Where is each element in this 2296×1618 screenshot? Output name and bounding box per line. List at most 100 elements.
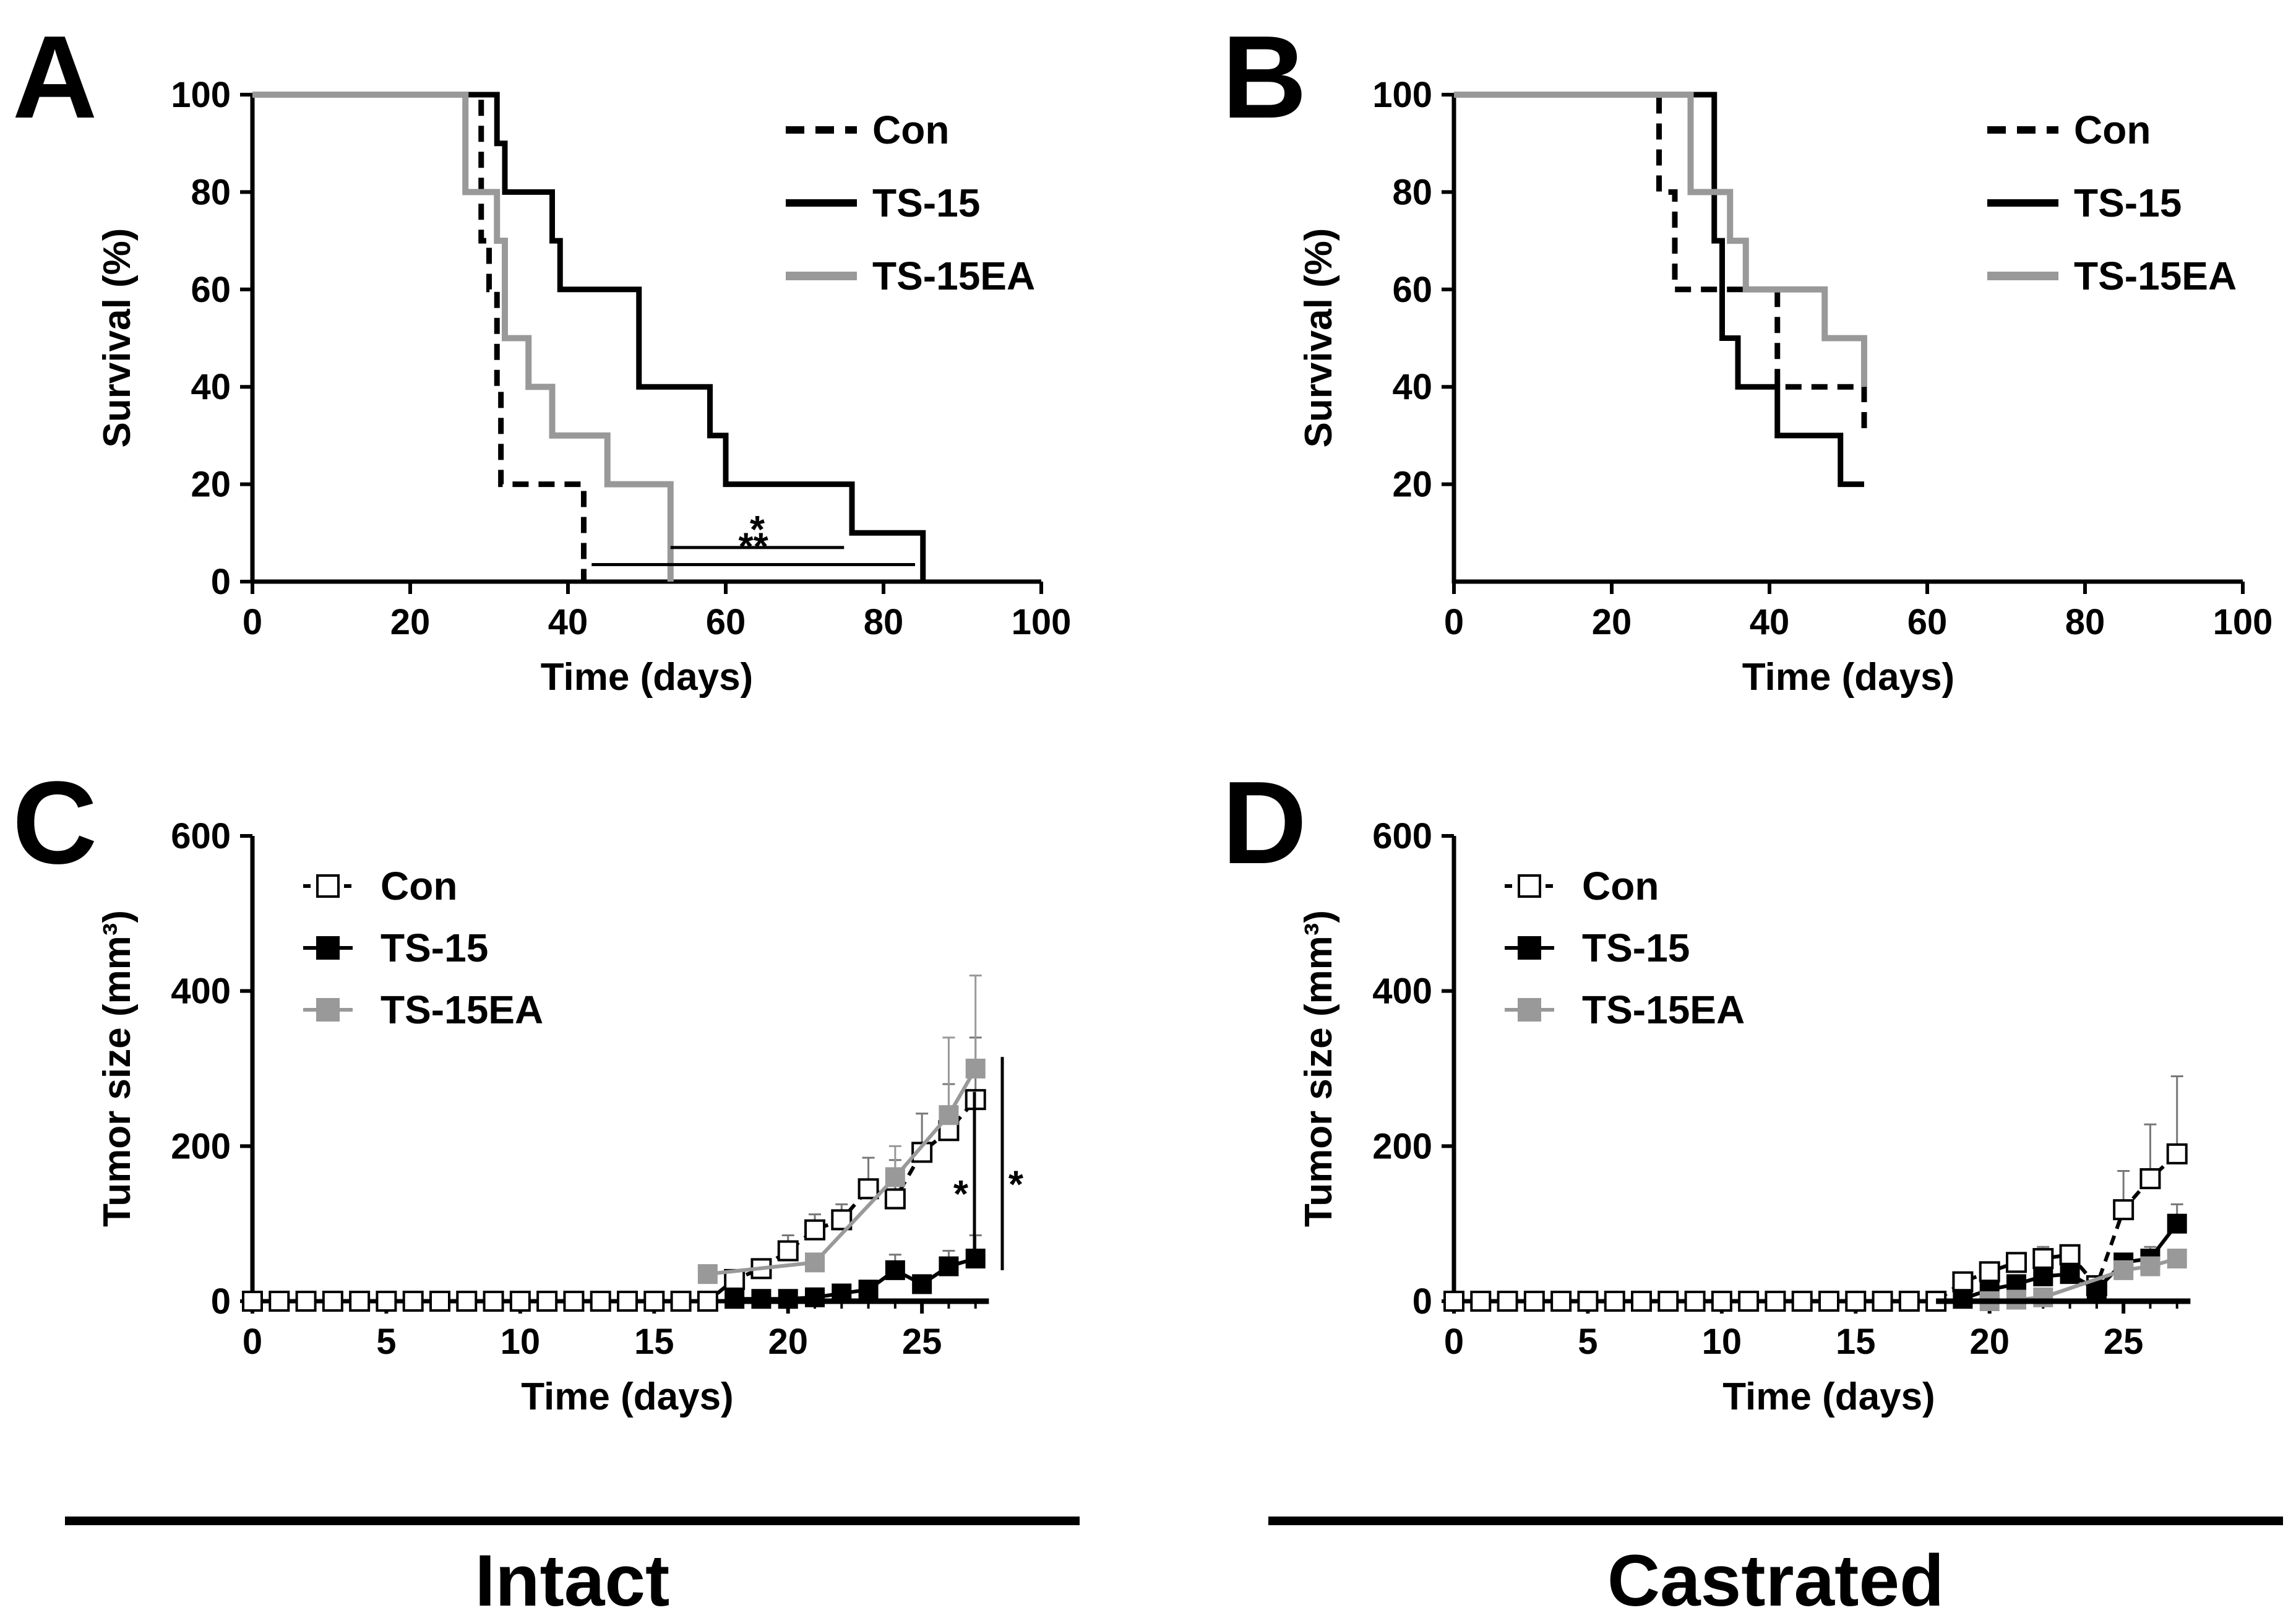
data-point-con — [1443, 1291, 1464, 1312]
x-tick-label: 40 — [548, 602, 588, 642]
x-tick-label: 25 — [2104, 1322, 2144, 1362]
legend-swatch-marker-con — [316, 874, 340, 898]
panel-a-survival-intact: A 0 20 40 60 80 100 0 20 40 60 80 100 Time (days) Surv… — [12, 12, 1071, 699]
km-curve-con — [252, 92, 587, 582]
data-point-con — [1631, 1291, 1652, 1312]
data-point-con — [402, 1291, 424, 1312]
data-point-con — [2006, 1252, 2027, 1273]
data-point-con — [2113, 1199, 2135, 1221]
data-point-ts15 — [858, 1280, 879, 1300]
x-tick-label: 100 — [1012, 602, 1072, 642]
legend-swatch-marker-ts15 — [1518, 936, 1541, 960]
significance-label: * — [1008, 1164, 1024, 1207]
y-tick-label: 80 — [1392, 172, 1432, 212]
x-tick-label: 60 — [1907, 602, 1948, 642]
data-point-con — [1898, 1291, 1920, 1312]
data-point-ts15ea — [2140, 1256, 2161, 1276]
x-tick-label: 0 — [1444, 602, 1464, 642]
y-tick-label: 400 — [1372, 971, 1432, 1012]
legend-label-ts15ea: TS-15EA — [2074, 254, 2237, 298]
x-tick-label: 20 — [390, 602, 431, 642]
data-point-ts15ea — [697, 1264, 718, 1285]
x-tick-label: 0 — [243, 1322, 262, 1362]
y-tick-label: 0 — [211, 1281, 231, 1322]
x-tick-label: 40 — [1750, 602, 1790, 642]
data-point-ts15ea — [939, 1105, 959, 1125]
panel-letter: B — [1222, 12, 1307, 143]
data-point-ts15 — [2060, 1264, 2080, 1285]
data-point-con — [1791, 1291, 1813, 1312]
y-tick-label: 40 — [1392, 367, 1432, 407]
growth-line-con — [252, 1098, 977, 1303]
data-point-con — [295, 1291, 317, 1312]
data-point-con — [1550, 1291, 1572, 1312]
panel-letter: A — [12, 12, 97, 143]
x-tick-label: 5 — [1578, 1322, 1597, 1362]
x-tick-label: 10 — [501, 1322, 541, 1362]
y-tick-label: 20 — [191, 465, 231, 505]
data-point-con — [617, 1291, 638, 1312]
panel-letter: C — [12, 757, 97, 889]
km-curve-ts15ea — [1454, 92, 1867, 387]
y-tick-label: 600 — [1372, 816, 1432, 856]
data-point-con — [1711, 1291, 1732, 1312]
data-point-con — [590, 1291, 611, 1312]
legend-label-ts15ea: TS-15EA — [381, 988, 543, 1032]
data-point-con — [831, 1209, 853, 1231]
data-point-con — [509, 1291, 531, 1312]
km-curve-con — [1454, 92, 1867, 436]
x-tick-label: 15 — [634, 1322, 674, 1362]
x-tick-label: 0 — [1444, 1322, 1464, 1362]
data-point-con — [697, 1291, 718, 1312]
data-point-con — [1952, 1271, 1974, 1293]
x-tick-label: 60 — [706, 602, 746, 642]
data-point-con — [536, 1291, 558, 1312]
data-point-con — [563, 1291, 585, 1312]
x-tick-label: 5 — [376, 1322, 396, 1362]
y-tick-label: 200 — [171, 1126, 231, 1166]
data-point-con — [1765, 1291, 1786, 1312]
y-axis-title: Survival (%) — [1297, 228, 1340, 448]
data-point-con — [884, 1188, 906, 1210]
x-tick-label: 20 — [768, 1322, 808, 1362]
legend-label-ts15: TS-15 — [872, 181, 980, 225]
data-point-con — [858, 1178, 879, 1200]
x-tick-label: 0 — [243, 602, 262, 642]
data-point-ts15ea — [885, 1167, 905, 1187]
growth-line-ts15ea — [707, 1067, 978, 1276]
x-tick-label: 80 — [2065, 602, 2105, 642]
legend-label-ts15: TS-15 — [2074, 181, 2182, 225]
data-point-con — [1497, 1291, 1518, 1312]
y-tick-label: 100 — [171, 75, 231, 115]
legend-swatch-marker-ts15ea — [316, 998, 340, 1022]
data-point-con — [242, 1291, 263, 1312]
data-point-ts15ea — [965, 1059, 986, 1078]
legend-label-con: Con — [872, 108, 949, 152]
legend-label-ts15ea: TS-15EA — [872, 254, 1035, 298]
significance-label: ** — [738, 525, 768, 568]
group-label-castrated: Castrated — [1607, 1540, 1944, 1618]
y-axis-title: Tumor size (mm³) — [96, 910, 139, 1227]
significance-label: * — [953, 1173, 969, 1216]
y-tick-label: 60 — [1392, 270, 1432, 310]
x-axis-title: Time (days) — [521, 1375, 733, 1418]
legend-swatch-marker-ts15ea — [1518, 998, 1541, 1022]
x-axis-title: Time (days) — [1742, 656, 1954, 699]
legend-label-ts15: TS-15 — [1582, 926, 1690, 970]
data-point-con — [643, 1291, 665, 1312]
data-point-con — [2139, 1168, 2161, 1189]
data-point-con — [322, 1291, 343, 1312]
significance-label: * — [750, 509, 765, 551]
data-point-ts15ea — [2167, 1249, 2187, 1269]
y-tick-label: 0 — [1412, 1281, 1432, 1322]
y-tick-label: 20 — [1392, 465, 1432, 505]
data-point-con — [269, 1291, 290, 1312]
data-point-con — [1577, 1291, 1599, 1312]
x-axis-title: Time (days) — [541, 656, 753, 699]
data-point-con — [804, 1219, 825, 1241]
legend-label-ts15: TS-15 — [381, 926, 488, 970]
x-tick-label: 20 — [1969, 1322, 2010, 1362]
legend-label-con: Con — [2074, 108, 2151, 152]
y-axis-title: Tumor size (mm³) — [1297, 910, 1340, 1227]
